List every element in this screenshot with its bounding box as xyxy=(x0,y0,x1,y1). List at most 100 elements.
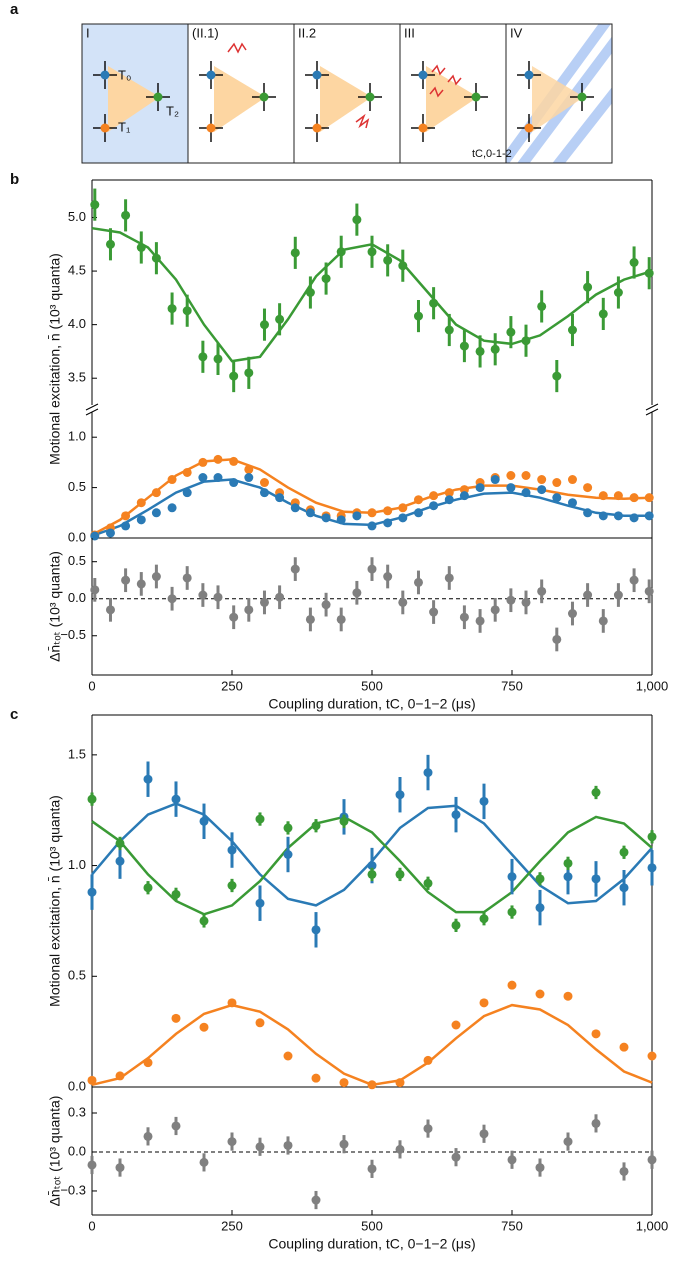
data-point xyxy=(475,483,485,493)
data-point xyxy=(598,309,608,319)
data-point xyxy=(198,457,208,467)
data-point xyxy=(413,311,423,321)
x-tick-label: 750 xyxy=(501,1218,523,1233)
data-point xyxy=(244,464,254,474)
x-tick-label: 750 xyxy=(501,678,523,693)
data-point xyxy=(647,863,657,873)
x-tick-label: 250 xyxy=(221,678,243,693)
data-point xyxy=(429,501,439,511)
triangle xyxy=(320,66,372,132)
data-point xyxy=(367,521,377,531)
x-tick-label: 250 xyxy=(221,1218,243,1233)
data-point xyxy=(521,597,531,607)
data-point xyxy=(352,588,362,598)
data-point xyxy=(105,239,115,249)
data-point xyxy=(479,1129,489,1139)
data-point xyxy=(227,1137,237,1147)
panel-label: a xyxy=(10,1,19,18)
data-point xyxy=(167,475,177,485)
data-point xyxy=(591,788,601,797)
data-point xyxy=(521,488,531,498)
data-point xyxy=(444,325,454,335)
data-point xyxy=(423,878,433,888)
data-point xyxy=(255,1142,265,1152)
x-tick-label: 1,000 xyxy=(636,678,669,693)
data-point xyxy=(305,614,315,624)
data-point xyxy=(367,869,377,879)
data-point xyxy=(413,495,423,505)
y-tick-label: 0.5 xyxy=(68,968,86,983)
data-point xyxy=(429,491,439,501)
data-point xyxy=(182,573,192,583)
data-point xyxy=(244,605,254,615)
y-tick-label: 0.3 xyxy=(68,1104,86,1119)
data-point xyxy=(121,511,131,521)
data-point xyxy=(591,1118,601,1128)
data-point xyxy=(143,1058,153,1068)
data-point xyxy=(644,268,654,278)
data-point xyxy=(171,889,181,899)
data-point xyxy=(143,1131,153,1141)
y-tick-label: 0.5 xyxy=(68,479,86,494)
data-point xyxy=(213,454,223,464)
data-point xyxy=(479,914,489,924)
triangle xyxy=(426,66,478,132)
data-point xyxy=(339,816,349,826)
ion xyxy=(524,70,534,80)
data-point xyxy=(290,503,300,513)
data-point xyxy=(229,371,239,381)
data-point xyxy=(567,609,577,619)
data-point xyxy=(598,511,608,521)
data-point xyxy=(121,575,131,585)
x-tick-label: 0 xyxy=(88,678,95,693)
ion xyxy=(312,70,322,80)
data-point xyxy=(143,883,153,893)
data-point xyxy=(339,1139,349,1149)
data-point xyxy=(227,998,237,1008)
data-point xyxy=(398,597,408,607)
ion xyxy=(100,70,110,80)
data-point xyxy=(535,903,545,913)
axis-break xyxy=(85,403,99,411)
data-point xyxy=(182,488,192,498)
data-point xyxy=(567,325,577,335)
data-point xyxy=(591,1029,601,1039)
data-point xyxy=(367,564,377,574)
data-point xyxy=(283,850,293,859)
y-tick-label: 4.0 xyxy=(68,316,86,331)
data-point xyxy=(136,579,146,589)
data-point xyxy=(537,301,547,311)
data-point xyxy=(87,1075,97,1085)
data-point xyxy=(199,1022,209,1032)
data-point xyxy=(459,612,469,622)
data-point xyxy=(311,925,321,935)
kick xyxy=(227,42,247,54)
data-point xyxy=(199,816,209,826)
data-point xyxy=(367,247,377,257)
data-point xyxy=(213,473,223,483)
data-point xyxy=(275,314,285,324)
data-point xyxy=(121,210,131,220)
data-point xyxy=(395,1078,405,1088)
data-point xyxy=(535,1163,545,1173)
data-point xyxy=(383,572,393,582)
y-axis-label: Motional excitation, n̄ (10³ quanta) xyxy=(47,253,63,465)
data-point xyxy=(563,858,573,868)
data-point xyxy=(479,998,489,1008)
data-point xyxy=(490,605,500,615)
data-point xyxy=(398,513,408,523)
data-point xyxy=(87,887,97,897)
data-point xyxy=(507,980,517,990)
data-point xyxy=(423,768,433,778)
y-tick-label: 1.0 xyxy=(68,857,86,872)
panel-label: b xyxy=(10,171,19,188)
data-point xyxy=(259,488,269,498)
data-point xyxy=(182,306,192,316)
data-point xyxy=(583,282,593,292)
data-point xyxy=(199,916,209,926)
data-point xyxy=(613,288,623,297)
data-point xyxy=(198,352,208,362)
data-point xyxy=(598,616,608,626)
data-point xyxy=(475,616,485,626)
time-label: tC,0-1-2 xyxy=(472,148,512,160)
